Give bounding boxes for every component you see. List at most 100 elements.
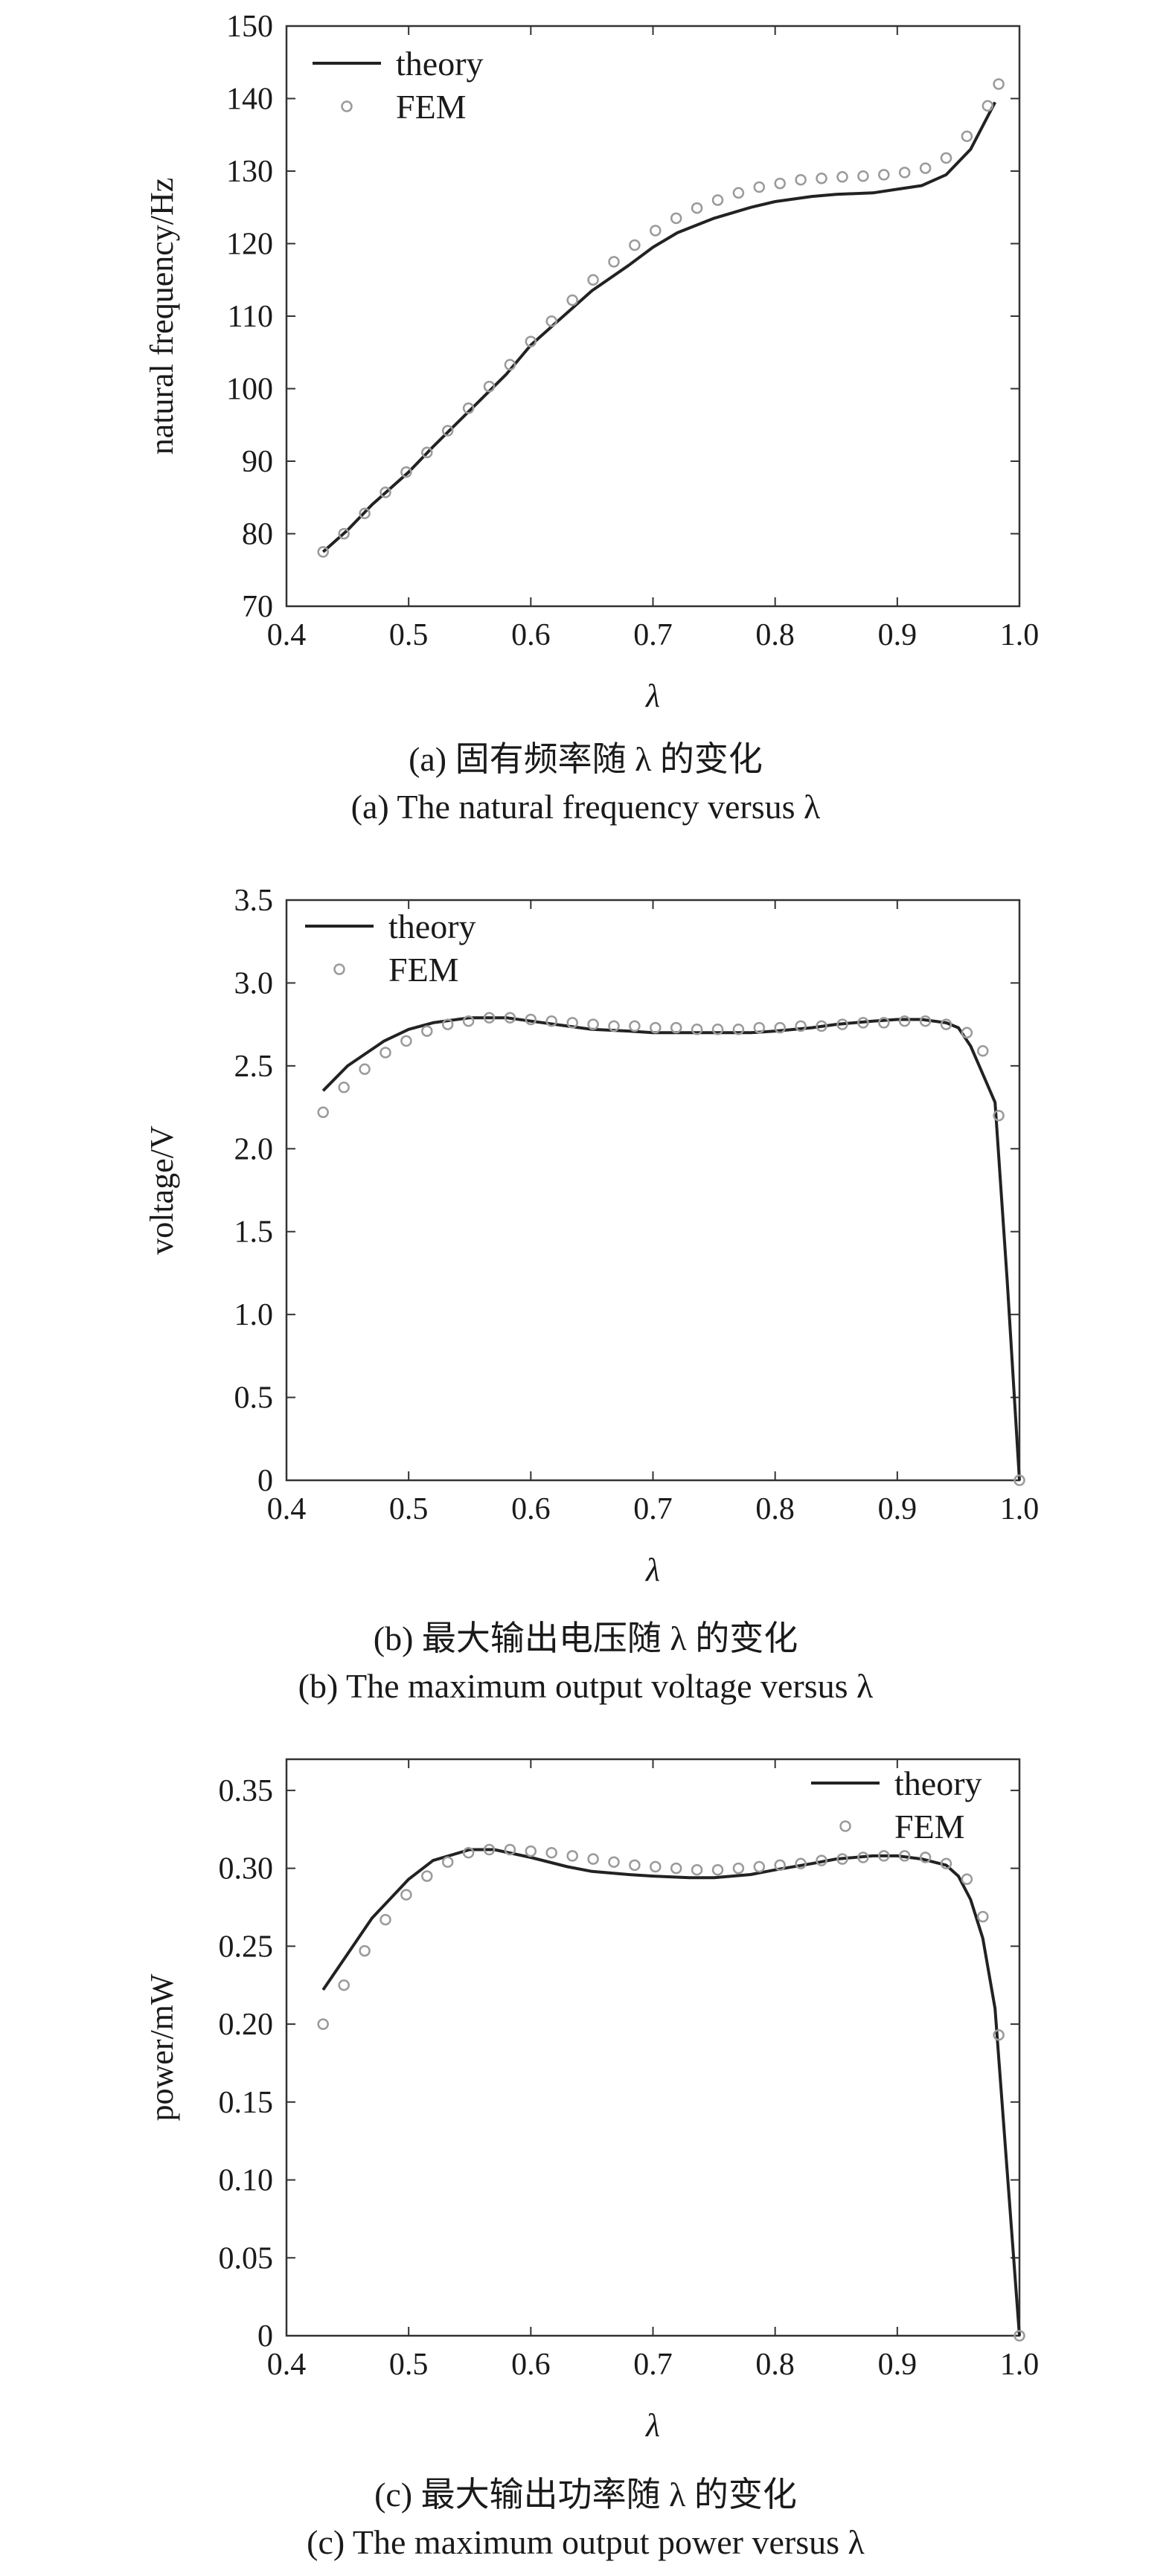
fem-point xyxy=(441,425,454,437)
x-tick-label: 0.8 xyxy=(755,2348,795,2382)
fem-point xyxy=(940,1018,952,1030)
y-tick-label: 0.15 xyxy=(219,2086,274,2120)
fem-point xyxy=(940,1857,952,1870)
x-tick-label: 0.6 xyxy=(511,618,551,652)
fem-point xyxy=(982,100,994,112)
fem-point xyxy=(650,1860,662,1873)
fem-point xyxy=(691,1024,703,1035)
y-tick-label: 0.20 xyxy=(219,2008,274,2042)
series-theory-line xyxy=(321,1848,1021,2336)
y-tick-label: 70 xyxy=(242,590,273,624)
y-tick-label: 0.5 xyxy=(234,1381,274,1416)
legend-fem-label: FEM xyxy=(388,951,459,989)
x-axis-label: λ xyxy=(644,678,660,714)
series-theory-line xyxy=(321,1016,1021,1481)
y-axis-label: power/mW xyxy=(144,1973,180,2121)
fem-point xyxy=(670,1021,682,1034)
fem-point xyxy=(650,225,662,237)
chart-natural-frequency: 0.4 0.5 0.6 0.7 0.8 0.9 1.0 70 80 90 100 110 120 130 1… xyxy=(144,10,1039,714)
fem-point xyxy=(732,1862,745,1875)
fem-point xyxy=(795,173,807,186)
x-tick-label: 1.0 xyxy=(1000,618,1040,652)
fem-point xyxy=(483,1843,496,1856)
y-tick-label: 1.5 xyxy=(234,1215,274,1250)
fem-point xyxy=(587,1853,599,1865)
fem-point xyxy=(977,1910,989,1923)
fem-point xyxy=(919,1015,932,1027)
fem-point xyxy=(380,1047,391,1059)
fem-point xyxy=(670,212,682,225)
fem-point xyxy=(691,1863,703,1876)
y-tick-label: 0.10 xyxy=(219,2164,274,2198)
fem-point xyxy=(338,527,350,540)
x-tick-label: 1.0 xyxy=(1000,2348,1040,2382)
fem-point xyxy=(338,1979,350,1991)
fem-point xyxy=(359,1944,371,1957)
caption-c-en: (c) The maximum output power versus λ xyxy=(307,2523,865,2561)
fem-point xyxy=(441,1018,454,1030)
y-tick-label: 1.0 xyxy=(234,1298,274,1332)
fem-point xyxy=(961,130,973,142)
x-tick-label: 0.7 xyxy=(633,618,673,652)
x-tick-label: 0.6 xyxy=(511,1492,551,1526)
fem-point xyxy=(774,1859,786,1872)
fem-point xyxy=(545,1846,557,1859)
fem-point xyxy=(1014,2330,1025,2342)
fem-point xyxy=(836,1853,848,1865)
fem-point xyxy=(380,1913,391,1926)
y-tick-label: 2.5 xyxy=(234,1050,274,1084)
y-tick-label: 2.0 xyxy=(234,1132,274,1166)
series-theory-line xyxy=(321,101,996,553)
fem-point xyxy=(919,1851,932,1863)
y-axis-label: natural frequency/Hz xyxy=(144,178,180,455)
chart-voltage: 0.4 0.5 0.6 0.7 0.8 0.9 1.0 0 0.5 1.0 1.5 2.0 2.5 3.0… xyxy=(144,884,1039,1588)
x-tick-label: 0.8 xyxy=(755,1492,795,1526)
y-tick-label: 0 xyxy=(257,2319,273,2354)
fem-point xyxy=(670,1862,682,1875)
fem-point xyxy=(441,1856,454,1868)
chart-power: 0.4 0.5 0.6 0.7 0.8 0.9 1.0 0 0.05 0.10 0.15 0.20 0.… xyxy=(144,1758,1040,2444)
legend-fem-marker xyxy=(341,100,353,112)
fem-point xyxy=(753,1021,766,1034)
y-tick-label: 90 xyxy=(242,445,273,479)
fem-point xyxy=(504,1012,516,1024)
fem-point xyxy=(816,1854,827,1866)
fem-point xyxy=(566,1017,578,1029)
x-tick-label: 0.7 xyxy=(633,2348,673,2382)
fem-point xyxy=(400,1035,412,1047)
caption-a-cn: (a) 固有频率随 λ 的变化 xyxy=(409,740,763,778)
x-tick-label: 0.6 xyxy=(511,2348,551,2382)
legend-fem-label: FEM xyxy=(894,1808,965,1846)
fem-point xyxy=(1014,1474,1025,1486)
x-axis-label: λ xyxy=(644,1552,660,1588)
fem-point xyxy=(753,181,766,193)
y-tick-label: 110 xyxy=(228,300,273,334)
fem-point xyxy=(525,1013,537,1026)
fem-point xyxy=(774,177,786,190)
fem-point xyxy=(317,1106,329,1119)
x-tick-label: 0.4 xyxy=(267,618,307,652)
fem-point xyxy=(732,1024,745,1035)
y-tick-label: 0.35 xyxy=(219,1774,274,1808)
fem-point xyxy=(961,1027,973,1039)
legend-theory-label: theory xyxy=(396,45,484,83)
fem-point xyxy=(421,1025,433,1037)
fem-point xyxy=(857,1017,869,1029)
fem-point xyxy=(566,294,578,306)
fem-point xyxy=(774,1021,786,1034)
fem-point xyxy=(421,1870,433,1882)
x-tick-label: 0.9 xyxy=(878,2348,918,2382)
x-tick-label: 0.4 xyxy=(267,2348,307,2382)
fem-point xyxy=(898,1850,911,1862)
y-tick-label: 0.05 xyxy=(219,2241,274,2275)
x-axis-label: λ xyxy=(644,2407,660,2444)
y-tick-label: 3.0 xyxy=(234,966,274,1000)
fem-point xyxy=(608,1020,620,1032)
fem-point xyxy=(961,1873,973,1886)
x-tick-label: 0.9 xyxy=(878,618,918,652)
x-tick-label: 0.8 xyxy=(755,618,795,652)
legend-fem-label: FEM xyxy=(396,88,467,126)
fem-point xyxy=(753,1860,766,1873)
fem-point xyxy=(898,167,911,179)
fem-point xyxy=(836,171,848,183)
